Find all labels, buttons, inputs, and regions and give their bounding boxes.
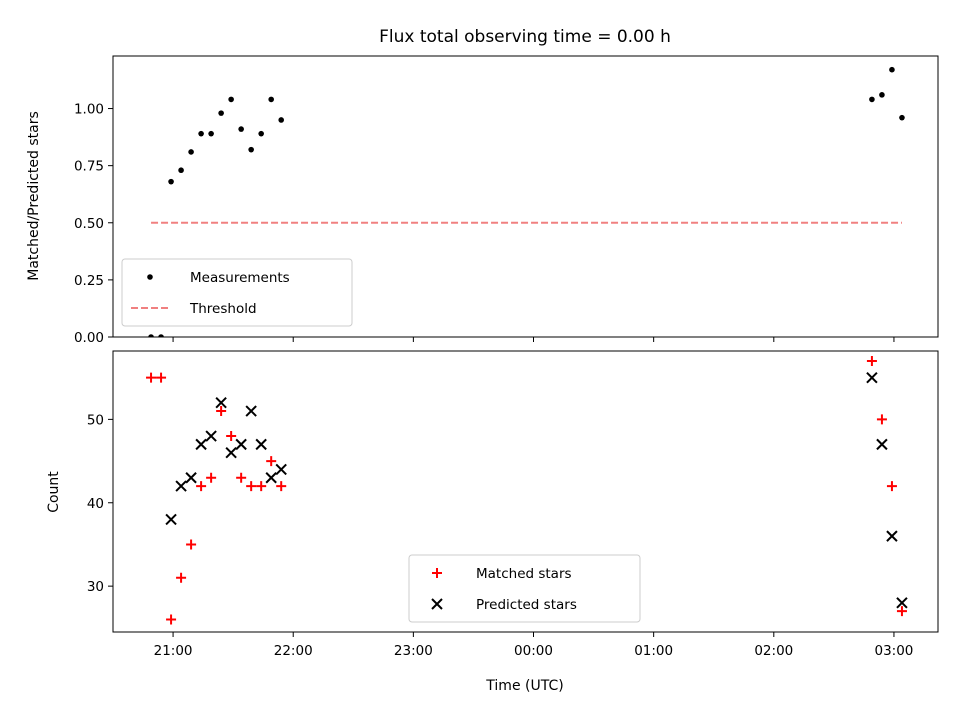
- matched-stars-point-9: [236, 472, 247, 483]
- measurements-point-0: [148, 334, 154, 337]
- x-tick-label-1: 22:00: [274, 643, 313, 659]
- measurements-legend-label: Measurements: [190, 270, 290, 286]
- y-tick-label-4: 1.00: [74, 102, 104, 118]
- matched-stars-point-6: [206, 472, 217, 483]
- top-chart-title: Flux total observing time = 0.00 h: [379, 27, 671, 47]
- matched-stars-point-16: [886, 481, 897, 492]
- matched-stars-point-7: [216, 406, 227, 417]
- predicted-stars-point-2: [185, 472, 197, 484]
- measurements-point-10: [248, 146, 254, 153]
- measurements-legend-marker: [147, 274, 153, 280]
- measurements-point-1: [158, 334, 164, 337]
- legend-1: Matched stars Predicted stars: [408, 554, 641, 623]
- x-tick-label-6: 03:00: [874, 643, 913, 659]
- y-tick-label-3: 0.75: [74, 159, 104, 175]
- measurements-point-2: [168, 178, 174, 185]
- matched-stars-point-0: [146, 372, 157, 383]
- matched-stars-point-12: [266, 456, 277, 467]
- matched-stars-point-11: [256, 481, 267, 492]
- x-tick-label-2: 23:00: [394, 643, 433, 659]
- measurements-point-13: [278, 117, 285, 123]
- measurements-point-15: [879, 92, 885, 98]
- y-tick-label-1: 0.25: [74, 273, 104, 289]
- predicted-stars-point-13: [876, 438, 888, 451]
- bottom-y-axis-label: Count: [46, 471, 62, 513]
- matched-stars-point-2: [166, 614, 177, 625]
- y-tick-label-0: 0.00: [74, 330, 104, 346]
- matched-stars-point-1: [156, 372, 167, 383]
- matched-stars-point-14: [866, 356, 877, 367]
- predicted-stars-point-14: [886, 530, 898, 542]
- legend-0: Measurements Threshold: [121, 258, 353, 327]
- measurements-point-16: [889, 66, 895, 73]
- measurements-point-17: [899, 114, 905, 121]
- predicted-stars-point-5: [215, 396, 227, 409]
- measurements-point-4: [188, 149, 194, 155]
- matched-stars-point-13: [276, 481, 287, 492]
- x-tick-label-0: 21:00: [154, 643, 193, 659]
- threshold-legend-label: Threshold: [189, 301, 257, 317]
- y-tick-label-2: 0.50: [74, 216, 104, 232]
- predicted-stars-legend-label: Predicted stars: [476, 597, 577, 613]
- measurements-point-14: [869, 96, 875, 103]
- predicted-stars-point-1: [175, 480, 187, 492]
- legend-box-1: [408, 554, 641, 623]
- matched-stars-point-4: [186, 539, 197, 550]
- matched-stars-point-15: [876, 414, 887, 425]
- matched-stars-point-3: [176, 572, 187, 583]
- x-axis-label: Time (UTC): [485, 678, 563, 694]
- predicted-stars-point-12: [866, 371, 878, 384]
- plot-area-0: [148, 66, 905, 337]
- predicted-stars-point-6: [225, 447, 237, 459]
- measurements-point-11: [258, 130, 264, 137]
- predicted-stars-point-0: [165, 513, 177, 526]
- measurements-point-5: [198, 130, 204, 137]
- matched-stars-point-8: [226, 431, 237, 442]
- top-plot-panel: 0.00 0.25 0.50 0.75 1.00 Measurements Threshol…: [74, 55, 939, 346]
- y-tick-label-2: 50: [87, 412, 104, 428]
- predicted-stars-point-4: [205, 430, 217, 442]
- predicted-stars-point-8: [245, 405, 257, 417]
- legend-box-0: [121, 258, 353, 327]
- measurements-point-9: [238, 126, 244, 132]
- bottom-plot-panel: 21:00 22:00 23:00 00:00 01:00 02:00 03:00 30 40 5…: [87, 350, 939, 659]
- predicted-stars-point-15: [896, 597, 908, 609]
- predicted-stars-point-3: [195, 438, 207, 451]
- predicted-stars-point-9: [255, 438, 267, 451]
- axes-frame-1: [112, 350, 939, 633]
- matched-stars-legend-marker: [432, 568, 442, 578]
- axes-frame-0: [112, 55, 939, 338]
- predicted-stars-point-11: [275, 463, 287, 476]
- predicted-stars-point-10: [265, 472, 277, 484]
- measurements-point-7: [218, 110, 224, 116]
- measurements-point-6: [208, 130, 214, 137]
- matched-stars-point-10: [246, 481, 257, 492]
- plot-area-1: [146, 356, 908, 625]
- measurements-point-3: [178, 167, 184, 174]
- top-y-axis-label: Matched/Predicted stars: [26, 111, 42, 281]
- y-tick-label-1: 40: [87, 496, 104, 512]
- predicted-stars-legend-marker: [431, 598, 443, 610]
- matched-stars-legend-label: Matched stars: [476, 566, 572, 582]
- y-tick-label-0: 30: [87, 579, 104, 595]
- measurements-point-8: [228, 96, 234, 103]
- x-tick-label-4: 01:00: [634, 643, 673, 659]
- x-tick-label-5: 02:00: [754, 643, 793, 659]
- matched-stars-point-17: [896, 606, 907, 617]
- matched-stars-point-5: [196, 481, 207, 492]
- measurements-point-12: [268, 96, 274, 103]
- predicted-stars-point-7: [235, 438, 247, 451]
- x-tick-label-3: 00:00: [514, 643, 553, 659]
